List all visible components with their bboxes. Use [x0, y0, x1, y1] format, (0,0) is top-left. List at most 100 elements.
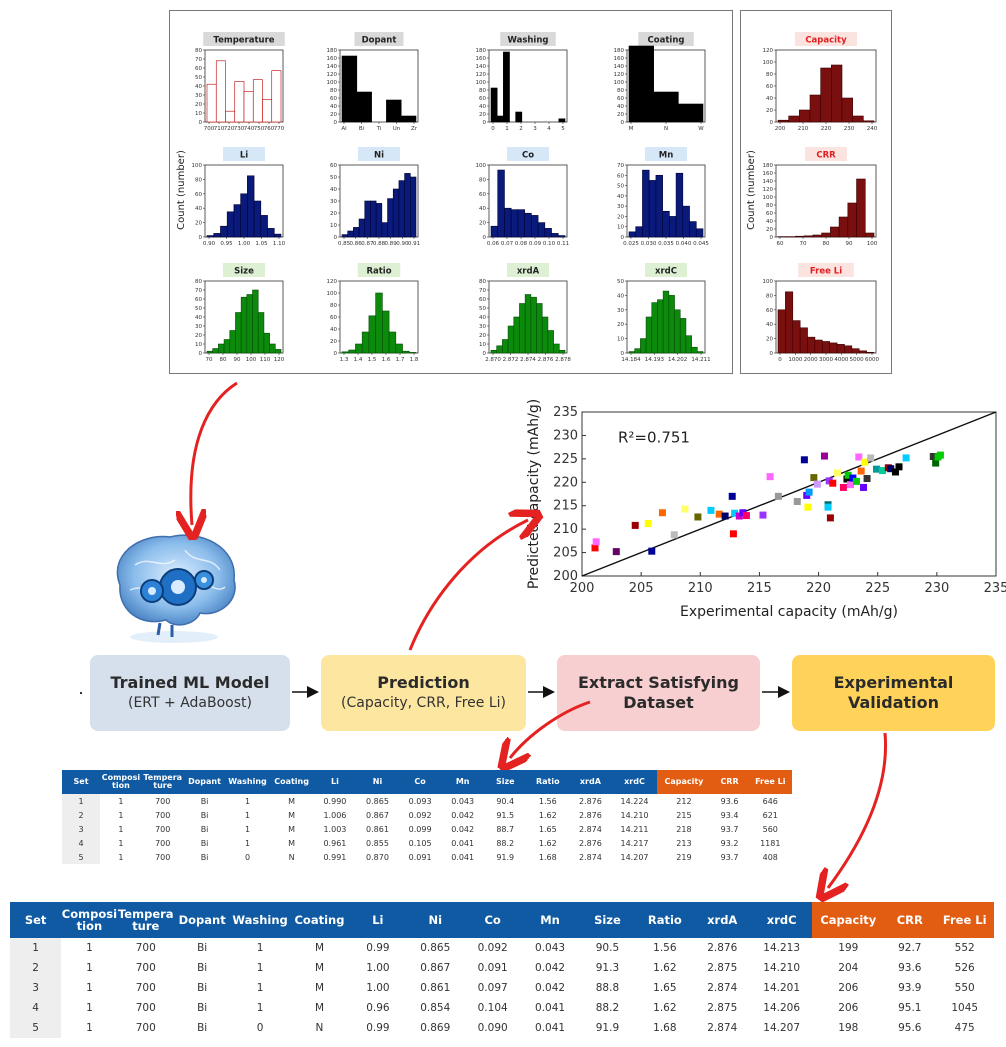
histogram-input-dopant: Dopant 0 20 40 60 80 100 120 140 160 180 Al Bi Ti Un Zr: [327, 32, 419, 132]
column-header: Free Li: [935, 902, 994, 938]
histogram-bar: [544, 228, 552, 238]
table-cell: 2.876: [707, 942, 738, 954]
table-cell: 700: [135, 982, 156, 994]
scatter-xtick-label: 220: [806, 581, 831, 596]
histogram-ytick-label: 20: [330, 112, 337, 118]
table-cell: Bi: [197, 942, 208, 954]
flow-start-marker: [80, 692, 82, 694]
table-cell: 206: [838, 1002, 859, 1014]
scatter-point: [631, 521, 639, 529]
histogram-ytick-label: 50: [330, 175, 337, 181]
histogram-xtick-label: 730: [234, 126, 245, 132]
histogram-ytick-label: 10: [195, 342, 202, 348]
histogram-ytick-label: 40: [766, 219, 773, 225]
histogram-bar: [531, 215, 539, 238]
histogram-xtick-label: 100: [246, 357, 257, 363]
histogram-bar: [517, 209, 525, 238]
column-header: Composi tion: [100, 770, 142, 794]
scatter-point: [813, 480, 821, 488]
histogram-bar: [381, 222, 388, 238]
histogram-title: xrdA: [517, 267, 540, 277]
histogram-bar: [847, 202, 857, 238]
histogram-bar: [858, 350, 867, 354]
input-histograms-ylabel: Count (number): [176, 150, 187, 230]
scatter-point: [825, 477, 833, 485]
scatter-point: [873, 465, 881, 473]
histogram-ytick-label: 60: [195, 297, 202, 303]
histogram-bar: [347, 230, 354, 238]
histogram-bar: [536, 303, 543, 354]
column-header: Dopant: [173, 902, 231, 938]
histogram-bar: [678, 103, 704, 123]
table-cell: 0.869: [420, 1022, 451, 1034]
scatter-point: [735, 512, 743, 520]
histogram-bar: [262, 99, 273, 123]
histogram-xtick-label: 6000: [865, 357, 879, 363]
table-cell: 1: [256, 1002, 264, 1014]
table-cell: 0.104: [477, 1002, 508, 1014]
histogram-bar: [821, 232, 831, 238]
histogram-xtick-label: 110: [260, 357, 271, 363]
table-cell: 1045: [951, 1002, 979, 1014]
histogram-bar: [382, 310, 390, 354]
histogram-bar: [838, 216, 849, 238]
histogram-xtick-label: 230: [844, 126, 855, 132]
histogram-bar: [685, 335, 692, 354]
histogram-xtick-label: 1.4: [354, 357, 363, 363]
histogram-ytick-label: 60: [330, 315, 337, 321]
histogram-bar: [226, 211, 235, 238]
histogram-bar: [662, 290, 670, 354]
histogram-title-bg: [645, 263, 687, 277]
table-row: 5 1 700 Bi 0 N 0.99 0.869 0.090 0.041 91.9 1.68 2.87…: [10, 1018, 994, 1038]
scatter-point: [839, 483, 847, 491]
histogram-title: Dopant: [362, 36, 397, 46]
table-cell: 0.855: [366, 838, 389, 848]
histogram-xtick-label: 770: [274, 126, 285, 132]
scatter-point: [824, 503, 832, 511]
scatter-point: [860, 483, 868, 491]
table-cell: 1: [244, 796, 251, 806]
table-cell: 14.217: [620, 838, 649, 848]
histogram-bar: [653, 91, 679, 123]
histogram-ytick-label: 180: [327, 48, 338, 54]
histogram-ytick-label: 40: [766, 322, 773, 328]
histogram-title-bg: [507, 263, 549, 277]
scatter-point: [721, 512, 729, 520]
histogram-bar: [206, 235, 215, 238]
histogram-xtick-label: 2.878: [555, 357, 571, 363]
stage-trained-ml-model-subtitle: (ERT + AdaBoost): [128, 695, 252, 711]
histogram-xtick-label: 2.874: [520, 357, 536, 363]
table-cell: 0.990: [323, 796, 347, 806]
scatter-xtick-label: 230: [924, 581, 949, 596]
histogram-bar: [809, 94, 821, 123]
histogram-xtick-label: 14.202: [668, 357, 687, 363]
table-row: 3 1 700 Bi 1 M 1.00 0.861 0.097 0.042 88.8 1.65 2.87…: [10, 978, 994, 998]
scatter-ytick-label: 225: [553, 452, 578, 467]
histogram-xtick-label: 220: [821, 126, 832, 132]
table-cell: 0.093: [408, 796, 432, 806]
stage-extract-dataset: Extract Satisfying Dataset: [557, 655, 760, 731]
column-header: xrdA: [693, 902, 751, 938]
histogram-bar: [553, 343, 560, 354]
histogram-ytick-label: 50: [617, 279, 624, 285]
column-header: Capacity: [657, 770, 711, 794]
histogram-ytick-label: 40: [617, 293, 624, 299]
histogram-bar: [218, 343, 225, 354]
histogram-bar: [841, 97, 853, 123]
table-cell: 93.6: [720, 796, 739, 806]
scatter-point: [804, 503, 812, 511]
histogram-input-coating: Coating 0 20 40 60 80 100 120 140 160 180 M N W: [614, 32, 706, 132]
table-cell: 0.041: [451, 838, 475, 848]
scatter-point: [829, 479, 837, 487]
histogram-xtick-label: 1: [505, 126, 509, 132]
table-cell: Bi: [197, 1022, 208, 1034]
histogram-bar: [558, 118, 566, 123]
histogram-ytick-label: 100: [476, 80, 487, 86]
scatter-point: [707, 506, 715, 514]
histogram-ytick-label: 20: [766, 227, 773, 233]
table-cell: 0: [256, 1022, 264, 1034]
scatter-chart: 200 205 210 215 220 225 230 235 200 205 210 215 220 2…: [526, 400, 1006, 620]
histogram-input-washing: Washing 0 20 40 60 80 100 120 140 160 180 0 1 2 3 4 5: [476, 32, 568, 132]
scatter-r2-annotation: R²=0.751: [618, 428, 690, 446]
histogram-bar: [515, 111, 523, 123]
